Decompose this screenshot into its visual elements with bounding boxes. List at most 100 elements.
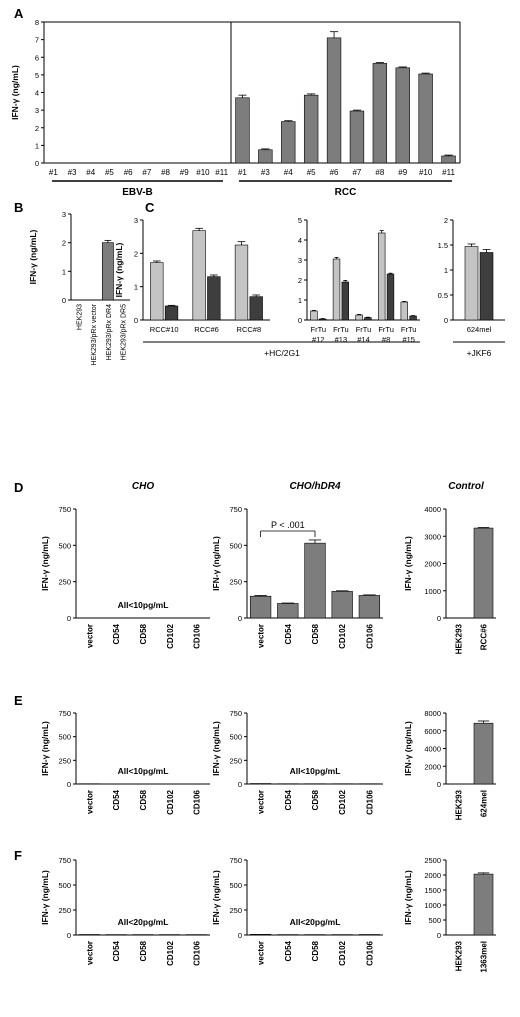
panel-c2-y-tick-label: 3 xyxy=(298,256,302,265)
panel-a-bar xyxy=(303,94,319,164)
panel-e2-x-tick-label: vector xyxy=(257,790,266,814)
panel-c2-y-tick-label: 0 xyxy=(298,316,302,325)
panel-e1-x-tick-label: CD54 xyxy=(112,789,121,810)
panel-d1-x-tick-label: CD106 xyxy=(193,623,202,648)
panel-f1-note: All<20pg/mL xyxy=(118,917,169,927)
panel-b-x-tick-label: HEK293/pRx DR5 xyxy=(121,304,128,361)
panel-c-x-tick-label: RCC#10 xyxy=(150,325,179,334)
panel-f3-y-tick-label: 1500 xyxy=(424,886,441,895)
panel-f3-y-tick-label: 500 xyxy=(428,916,441,925)
panel-c-x-tick-label: #12 xyxy=(312,335,325,344)
panel-f2-x-tick-label: CD58 xyxy=(311,940,320,961)
panel-c-x-tick-label: FrTu xyxy=(333,325,349,334)
panel-e1-note: All<10pg/mL xyxy=(118,766,169,776)
panel-c1-y-tick-label: 0 xyxy=(134,316,138,325)
panel-d3-title: Control xyxy=(448,481,484,492)
panel-d1-y-tick-label: 750 xyxy=(58,505,71,514)
panel-e3-y-tick-label: 2000 xyxy=(424,762,441,771)
panel-e3-y-axis-label: IFN-γ (ng/mL) xyxy=(403,721,413,776)
panel-f1-x-tick-label: CD54 xyxy=(112,940,121,961)
panel-c1-y-tick-label: 2 xyxy=(134,249,138,258)
panel-label-B: B xyxy=(14,200,23,215)
panel-f1-y-tick-label: 750 xyxy=(58,856,71,865)
panel-c3-y-tick-label: 1.5 xyxy=(438,241,448,250)
panel-d2-bar xyxy=(277,603,299,619)
panel-e1-y-axis-label: IFN-γ (ng/mL) xyxy=(40,721,50,776)
panel-a-x-tick-label: #4 xyxy=(284,168,293,177)
panel-c-bar-light xyxy=(310,310,318,321)
panel-f3-y-tick-label: 2000 xyxy=(424,871,441,880)
panel-a-x-tick-label: #1 xyxy=(238,168,247,177)
panel-e3-x-tick-label: HEK293 xyxy=(455,789,464,820)
panel-d2-bar xyxy=(304,542,326,619)
panel-c-bar-dark xyxy=(207,276,221,321)
panel-a-x-tick-label: #9 xyxy=(398,168,407,177)
panel-a-y-tick-label: 3 xyxy=(35,106,39,115)
panel-d3-y-tick-label: 0 xyxy=(437,614,441,623)
panel-c1-y-tick-label: 1 xyxy=(134,283,138,292)
panel-d2-title: CHO/hDR4 xyxy=(289,481,341,492)
panel-c2-y-tick-label: 1 xyxy=(298,296,302,305)
panel-f3-x-tick-label: 1363mel xyxy=(480,941,489,973)
panel-c-bar-dark xyxy=(479,252,494,321)
panel-a-bar xyxy=(326,37,342,164)
panel-label-C: C xyxy=(145,200,155,215)
panel-e1-x-tick-label: vector xyxy=(85,790,94,814)
panel-e3-bar xyxy=(473,722,494,785)
panel-c3-y-tick-label: 0.5 xyxy=(438,291,448,300)
panel-d2-x-tick-label: CD102 xyxy=(338,623,347,648)
panel-d3-x-tick-label: RCC#6 xyxy=(480,623,489,650)
panel-d1-x-tick-label: vector xyxy=(85,624,94,648)
panel-c3-y-tick-label: 0 xyxy=(444,316,448,325)
panel-c-x-tick-label: RCC#8 xyxy=(237,325,262,334)
panel-c-x-tick-label: FrTu xyxy=(311,325,327,334)
panel-c-bar-light xyxy=(150,262,164,321)
panel-e1-x-tick-label: CD58 xyxy=(139,789,148,810)
panel-a-bar xyxy=(372,63,388,164)
panel-a-y-tick-label: 0 xyxy=(35,159,39,168)
panel-b-y-tick-label: 0 xyxy=(62,296,66,305)
panel-c2-y-tick-label: 5 xyxy=(298,216,302,225)
panel-f1-y-tick-label: 0 xyxy=(67,931,71,940)
panel-f2-x-tick-label: vector xyxy=(257,941,266,965)
panel-c3-y-tick-label: 2 xyxy=(444,216,448,225)
panel-c-x-tick-label: FrTu xyxy=(378,325,394,334)
panel-b-x-tick-label: HEK293 xyxy=(76,304,83,330)
panel-f2-y-tick-label: 750 xyxy=(229,856,242,865)
panel-f1-bar xyxy=(78,934,100,936)
panel-d3-bar xyxy=(473,527,494,619)
panel-b-x-tick-label: HEK293/pRx DR4 xyxy=(106,304,113,361)
panel-a-x-tick-label: #8 xyxy=(161,168,170,177)
panel-a-x-tick-label: #7 xyxy=(352,168,361,177)
panel-d2-x-tick-label: CD54 xyxy=(284,623,293,644)
panel-f3-bar xyxy=(473,873,494,936)
panel-e2-y-axis-label: IFN-γ (ng/mL) xyxy=(211,721,221,776)
panel-c-group-label: +JKF6 xyxy=(467,348,492,358)
panel-a-x-tick-label: #8 xyxy=(375,168,384,177)
panel-c-bar-light xyxy=(332,258,341,321)
panel-a-x-tick-label: #10 xyxy=(196,168,210,177)
panel-a-x-tick-label: #6 xyxy=(330,168,339,177)
panel-d2-bar xyxy=(249,595,272,619)
panel-a-y-tick-label: 4 xyxy=(35,89,39,98)
panel-a-y-tick-label: 2 xyxy=(35,124,39,133)
panel-f1-y-tick-label: 250 xyxy=(58,906,71,915)
panel-a-x-tick-label: #1 xyxy=(49,168,58,177)
panel-c3-y-tick-label: 1 xyxy=(444,266,448,275)
panel-e2-x-tick-label: CD54 xyxy=(284,789,293,810)
panel-f2-bar xyxy=(249,933,272,936)
panel-d3-y-tick-label: 4000 xyxy=(424,505,441,514)
panel-a-x-tick-label: #5 xyxy=(105,168,114,177)
panel-d1-y-axis-label: IFN-γ (ng/mL) xyxy=(40,536,50,591)
panel-c2-y-tick-label: 2 xyxy=(298,276,302,285)
panel-c-x-tick-label: FrTu xyxy=(356,325,372,334)
panel-d1-x-tick-label: CD58 xyxy=(139,623,148,644)
panel-a-group-label: RCC xyxy=(335,187,357,198)
panel-c-bar-light xyxy=(464,246,479,321)
panel-a-bar xyxy=(258,149,273,164)
panel-f1-x-tick-label: vector xyxy=(85,941,94,965)
panel-d3-y-tick-label: 1000 xyxy=(424,587,441,596)
panel-c-bar-dark xyxy=(249,296,263,321)
panel-a-x-tick-label: #6 xyxy=(124,168,133,177)
panel-c-bar-light xyxy=(400,301,409,321)
